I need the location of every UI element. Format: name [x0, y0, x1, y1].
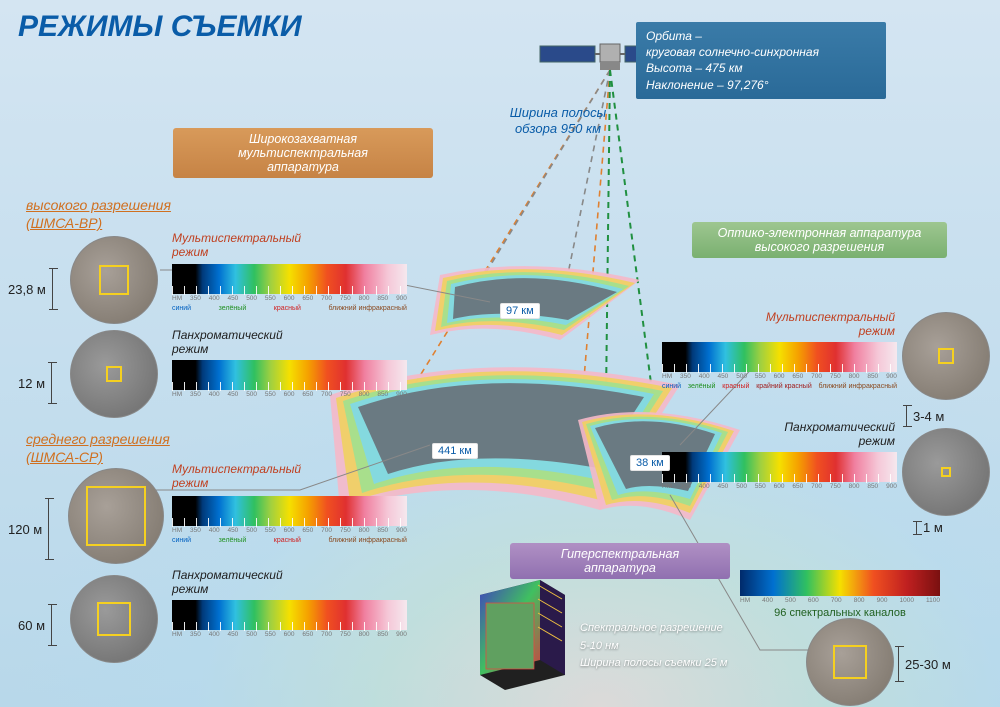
spec-ticks: НМ350400450500550600650700750800850900	[172, 295, 407, 302]
opto-pan-dim: 1 м	[916, 520, 943, 535]
hr-mult-label: Мультиспектральныйрежим	[172, 231, 301, 260]
spec-bands-ext: синийзелёныйкрасныйкрайний красныйближни…	[662, 383, 897, 390]
swath-l2: обзора 950 км	[515, 121, 601, 136]
opto-mult-res: 3-4 м	[913, 409, 944, 424]
orbit-l2: круговая солнечно-синхронная	[646, 44, 856, 60]
orbit-params-box: Орбита – круговая солнечно-синхронная Вы…	[636, 22, 886, 99]
mr-l1: среднего разрешения	[26, 431, 170, 447]
orbit-l1: Орбита –	[646, 28, 856, 44]
hr-pan-dim: 12 м	[18, 362, 52, 404]
spec-ticks: НМ350400450500550600650700750800850900	[172, 631, 407, 638]
swath-l1: Ширина полосы	[510, 105, 606, 120]
mr-pan-dim: 60 м	[18, 604, 52, 646]
spec-ticks-hyper: НМ40050060070080090010001100	[740, 597, 940, 604]
spec-ticks: НМ350400450500550600650700750800850900	[172, 391, 407, 398]
wide-l1: Широкозахватная мультиспектральная	[238, 132, 368, 160]
sample-square	[97, 602, 131, 636]
sample-square	[106, 366, 122, 382]
spec-ticks: НМ350400450500550600650700750800850900	[662, 483, 897, 490]
hr-swath-km: 97 км	[500, 303, 540, 319]
spec-bands: синийзелёныйкрасныйближний инфракрасный	[172, 305, 407, 312]
sample-square	[99, 265, 129, 295]
orbit-l3: Высота – 475 км	[646, 60, 856, 76]
mr-pan-label: Панхроматическийрежим	[172, 568, 283, 597]
spec-ticks: НМ350400450500550600650700750800850900	[662, 373, 897, 380]
opto-group-header: Оптико-электронная аппаратура высокого р…	[692, 222, 947, 258]
mr-l2: (ШМСА-СР)	[26, 449, 103, 465]
hyper-cube	[470, 575, 570, 695]
hr-pan-label: Панхроматическийрежим	[172, 328, 283, 357]
hyper-dim: 25-30 м	[898, 646, 951, 682]
opto-pan-sample	[902, 428, 990, 516]
spec-ticks: НМ350400450500550600650700750800850900	[172, 527, 407, 534]
page-title: РЕЖИМЫ СЪЕМКИ	[18, 10, 302, 44]
hyper-group-header: Гиперспектральная аппаратура	[510, 543, 730, 579]
wide-l2: аппаратура	[267, 160, 339, 174]
mr-mult-sample	[68, 468, 164, 564]
opto-l2: высокого разрешения	[755, 240, 884, 254]
mr-pan-sample	[70, 575, 158, 663]
mr-pan-spectrum: НМ350400450500550600650700750800850900	[172, 600, 407, 638]
opto-mult-label: Мультиспектральныйрежим	[670, 310, 895, 339]
hyper-n2: Ширина полосы съемки 25 м	[580, 655, 730, 673]
opto-pan-label: Панхроматическийрежим	[670, 420, 895, 449]
sample-square	[833, 645, 867, 679]
wide-group-header: Широкозахватная мультиспектральная аппар…	[173, 128, 433, 178]
hr-mult-spectrum: НМ350400450500550600650700750800850900 с…	[172, 264, 407, 312]
hyper-channels: 96 спектральных каналов	[740, 607, 940, 619]
mr-mult-label: Мультиспектральныйрежим	[172, 462, 301, 491]
hr-pan-res: 12 м	[18, 376, 45, 391]
mr-mult-res: 120 м	[8, 522, 42, 537]
mr-mult-dim: 120 м	[8, 498, 49, 560]
hyper-spectrum: НМ40050060070080090010001100 96 спектрал…	[740, 570, 940, 619]
mr-swath-km: 441 км	[432, 443, 478, 459]
spec-bands: синийзелёныйкрасныйближний инфракрасный	[172, 537, 407, 544]
opto-swath-km: 38 км	[630, 455, 670, 471]
hr-l1: высокого разрешения	[26, 197, 171, 213]
opto-mult-spectrum: НМ350400450500550600650700750800850900 с…	[662, 342, 897, 390]
hr-mult-dim: 23,8 м	[8, 268, 53, 310]
mr-mult-spectrum: НМ350400450500550600650700750800850900 с…	[172, 496, 407, 544]
hr-pan-spectrum: НМ350400450500550600650700750800850900	[172, 360, 407, 398]
hyper-res: 25-30 м	[905, 657, 951, 672]
opto-mult-dim: 3-4 м	[906, 405, 944, 427]
hr-l2: (ШМСА-ВР)	[26, 215, 102, 231]
sample-square	[86, 486, 146, 546]
orbit-l4: Наклонение – 97,276°	[646, 77, 856, 93]
hr-mult-sample	[70, 236, 158, 324]
opto-pan-res: 1 м	[923, 520, 943, 535]
hyper-n1: Спектральное разрешение 5-10 нм	[580, 620, 730, 655]
opto-l1: Оптико-электронная аппаратура	[718, 226, 922, 240]
hr-mult-res: 23,8 м	[8, 282, 46, 297]
mr-section-head: среднего разрешения (ШМСА-СР)	[26, 430, 170, 466]
sample-square	[938, 348, 954, 364]
mr-pan-res: 60 м	[18, 618, 45, 633]
opto-mult-sample	[902, 312, 990, 400]
hyper-notes: Спектральное разрешение 5-10 нм Ширина п…	[580, 620, 730, 673]
hr-section-head: высокого разрешения (ШМСА-ВР)	[26, 196, 171, 232]
hyper-l: Гиперспектральная аппаратура	[561, 547, 679, 575]
hr-pan-sample	[70, 330, 158, 418]
opto-pan-spectrum: НМ350400450500550600650700750800850900	[662, 452, 897, 490]
hyper-sample	[806, 618, 894, 706]
total-swath-label: Ширина полосы обзора 950 км	[478, 105, 638, 138]
sample-square	[941, 467, 951, 477]
